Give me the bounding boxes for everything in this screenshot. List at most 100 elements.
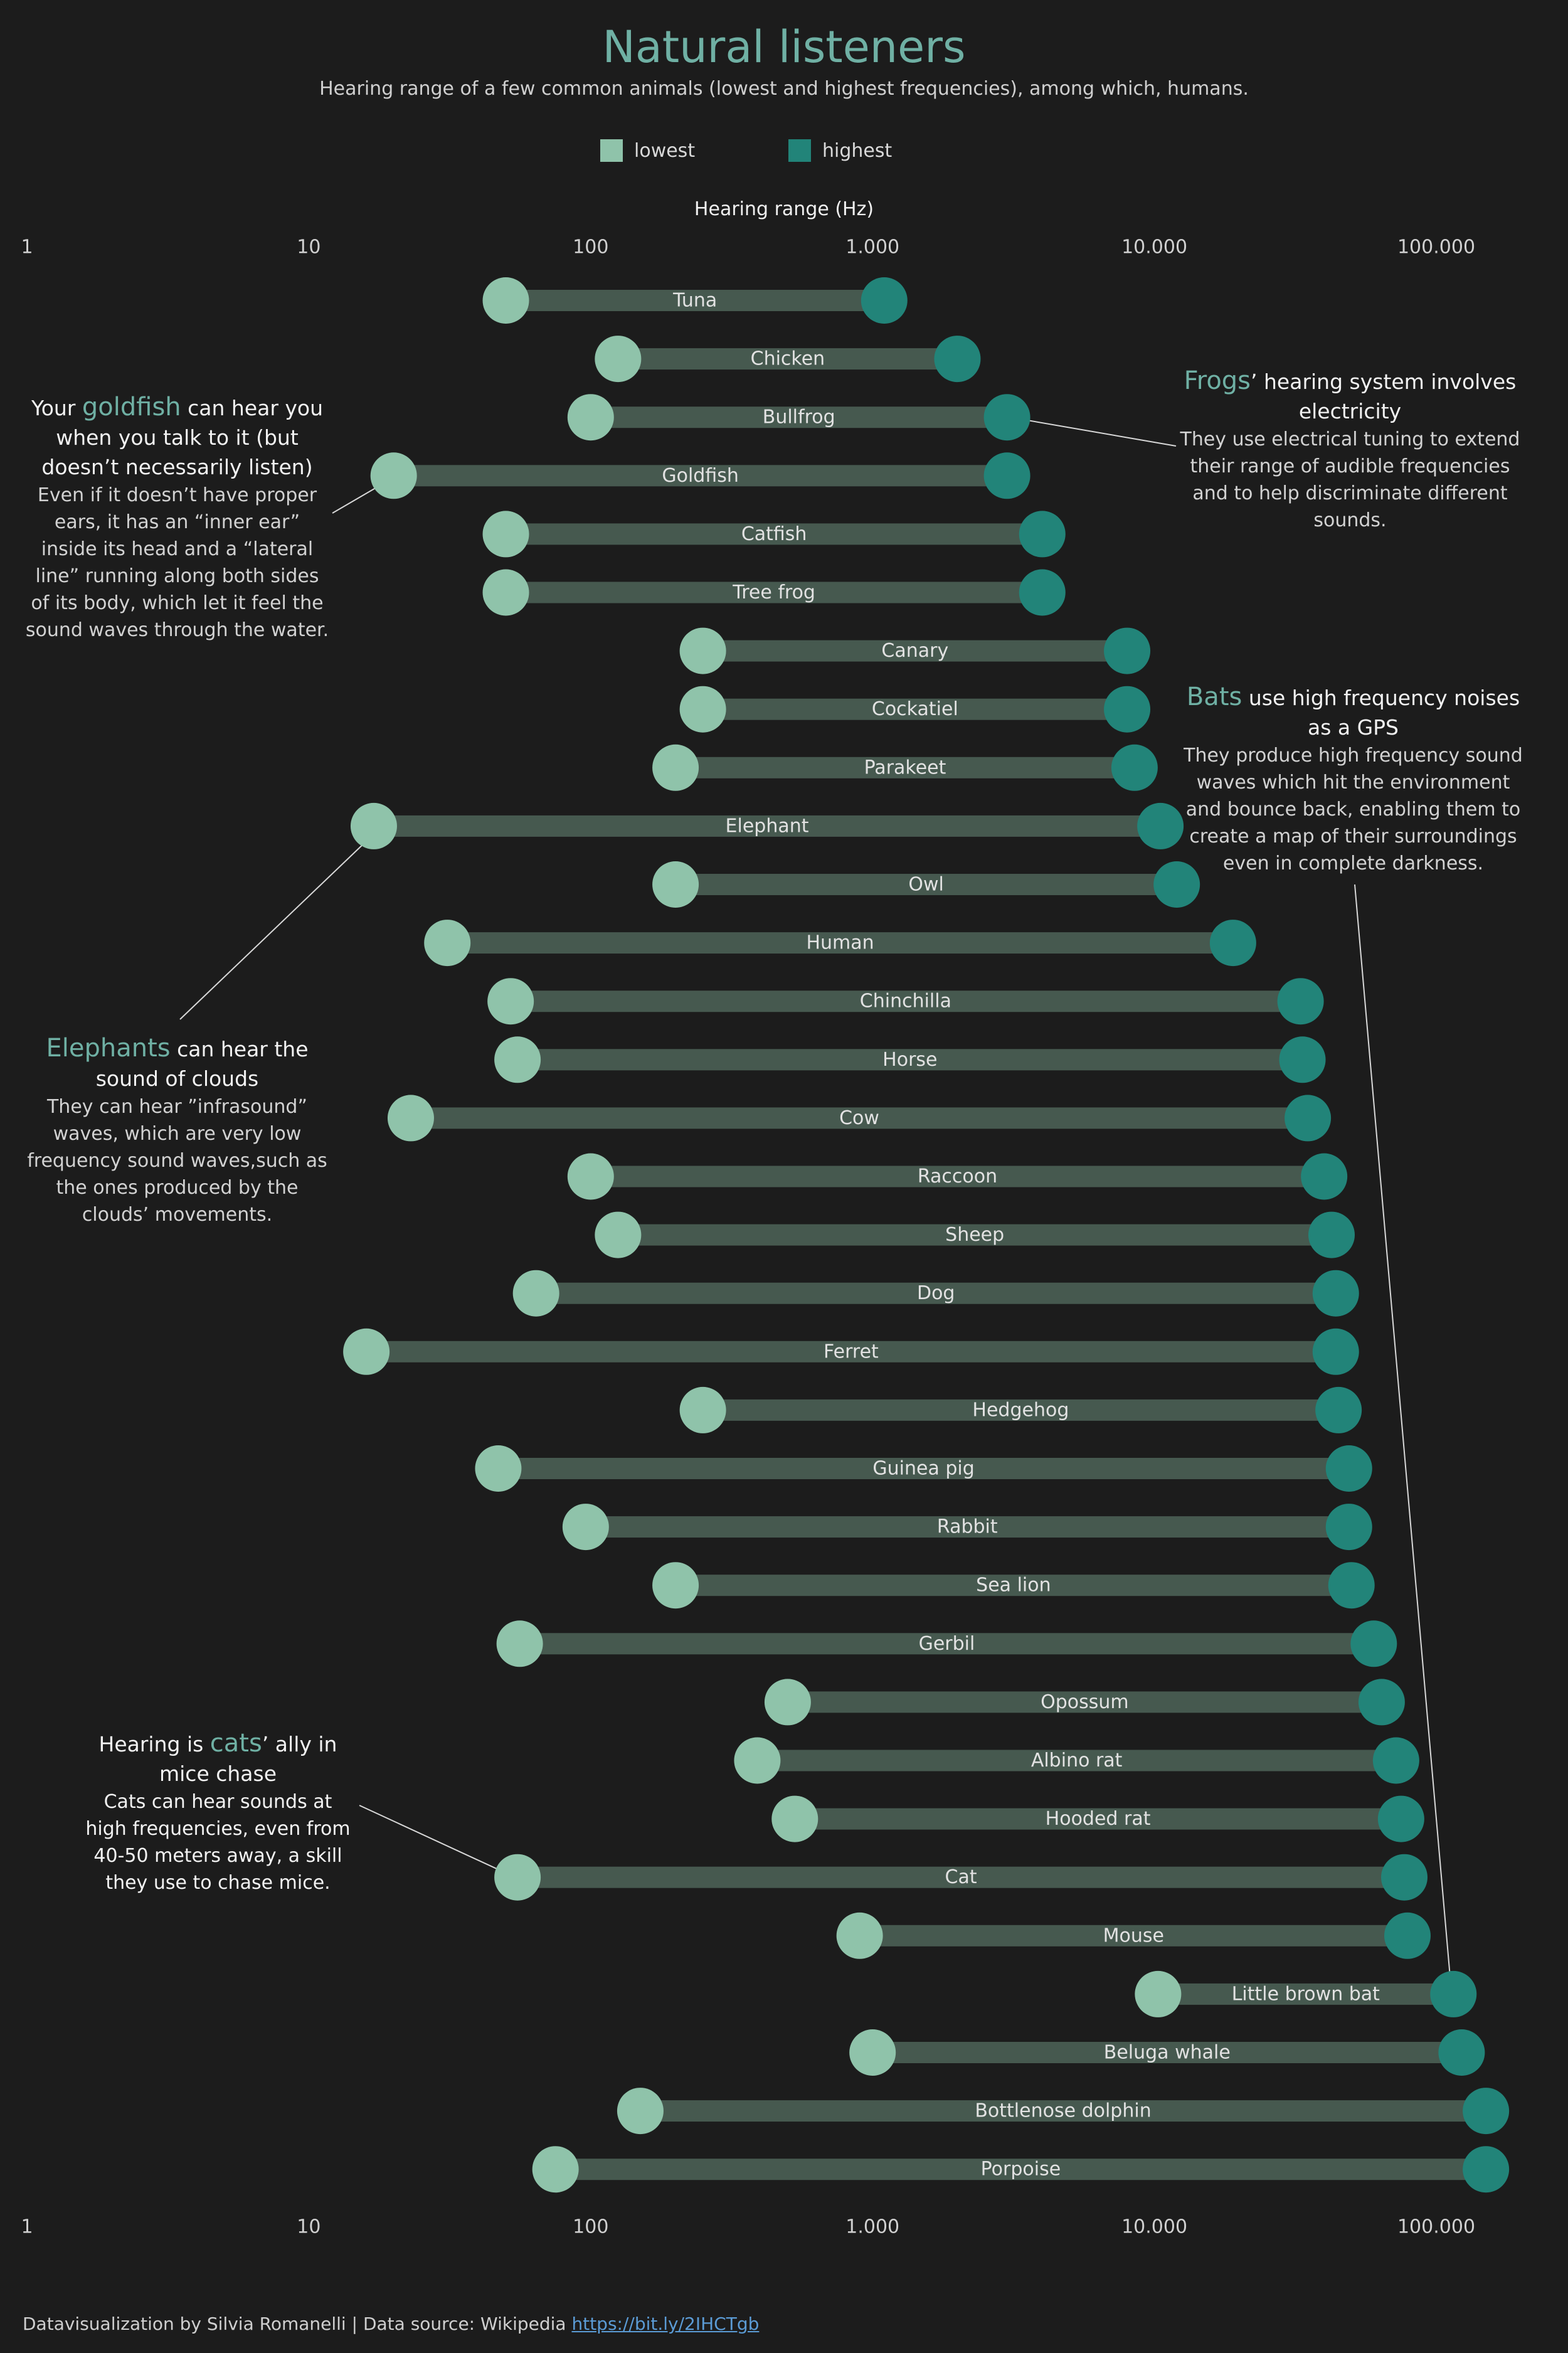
bar-little-brown-bat	[1158, 1983, 1454, 2005]
row-label-hooded-rat: Hooded rat	[1046, 1808, 1151, 1830]
row-label-beluga-whale: Beluga whale	[1104, 2042, 1231, 2064]
annotation-bats-heading: Bats use high frequency noises as a GPS	[1186, 683, 1520, 740]
bar-human	[447, 932, 1233, 954]
lowest-dot-hedgehog	[679, 1386, 726, 1433]
bar-bullfrog	[590, 406, 1007, 428]
highest-dot-mouse	[1384, 1912, 1431, 1959]
row-label-gerbil: Gerbil	[919, 1633, 975, 1655]
lowest-dot-albino-rat	[734, 1737, 781, 1784]
highest-dot-cockatiel	[1104, 686, 1151, 733]
highest-dot-ferret	[1312, 1328, 1359, 1375]
highest-dot-guinea-pig	[1325, 1445, 1372, 1492]
row-label-canary: Canary	[881, 640, 948, 662]
bar-beluga-whale	[872, 2042, 1462, 2063]
highest-dot-porpoise	[1463, 2146, 1510, 2193]
row-label-cockatiel: Cockatiel	[872, 698, 958, 720]
row-label-goldfish: Goldfish	[662, 465, 739, 487]
legend: lowest highest	[0, 139, 1568, 167]
bar-hooded-rat	[795, 1808, 1401, 1830]
highest-dot-goldfish	[983, 452, 1030, 499]
row-label-mouse: Mouse	[1103, 1925, 1164, 1947]
bar-raccoon	[590, 1166, 1325, 1187]
lowest-dot-porpoise	[532, 2146, 579, 2193]
highest-dot-chicken	[934, 336, 981, 383]
bar-cat	[517, 1866, 1404, 1888]
x-tick-label-bottom-5: 100.000	[1397, 2216, 1475, 2238]
bar-sheep	[618, 1224, 1332, 1246]
highest-dot-albino-rat	[1372, 1737, 1419, 1784]
lowest-dot-elephant	[350, 802, 397, 849]
bar-rabbit	[585, 1516, 1349, 1538]
row-label-cat: Cat	[945, 1866, 977, 1888]
bar-tree-frog	[506, 582, 1042, 603]
row-label-chinchilla: Chinchilla	[860, 991, 951, 1012]
row-label-albino-rat: Albino rat	[1031, 1750, 1123, 1771]
lowest-dot-sheep	[595, 1211, 642, 1258]
highest-dot-gerbil	[1350, 1620, 1397, 1667]
annotation-cats-heading: Hearing is cats’ ally in mice chase	[98, 1729, 337, 1786]
lowest-dot-raccoon	[567, 1153, 614, 1200]
lowest-dot-bullfrog	[567, 394, 614, 441]
lowest-dot-mouse	[836, 1912, 883, 1959]
footer-credit: Datavisualization by Silvia Romanelli | …	[23, 2313, 572, 2334]
lowest-dot-canary	[679, 627, 726, 674]
lowest-dot-chinchilla	[487, 978, 534, 1025]
bar-dog	[536, 1282, 1336, 1304]
lowest-dot-cockatiel	[679, 686, 726, 733]
highest-dot-bullfrog	[983, 394, 1030, 441]
annotation-line-elephants	[179, 843, 364, 1020]
lowest-dot-tree-frog	[482, 569, 529, 616]
highest-dot-elephant	[1137, 802, 1184, 849]
bar-horse	[517, 1049, 1303, 1071]
row-label-owl: Owl	[908, 874, 943, 896]
annotation-line-cats	[359, 1805, 497, 1869]
bar-owl	[675, 874, 1177, 895]
highest-dot-tuna	[861, 277, 908, 324]
annotation-line-goldfish	[332, 486, 378, 514]
annotation-elephants-heading: Elephants can hear the sound of clouds	[46, 1034, 309, 1091]
legend-swatch-highest	[788, 139, 811, 162]
row-label-parakeet: Parakeet	[864, 757, 946, 778]
x-tick-label-top-0: 1	[21, 236, 33, 258]
row-label-opossum: Opossum	[1041, 1691, 1129, 1713]
annotation-bats-body: They produce high frequency sound waves …	[1184, 745, 1523, 874]
legend-item-lowest: lowest	[600, 139, 695, 162]
row-label-tuna: Tuna	[672, 290, 717, 312]
row-label-bottlenose-dolphin: Bottlenose dolphin	[975, 2100, 1151, 2122]
x-axis-title: Hearing range (Hz)	[694, 198, 874, 220]
bar-elephant	[373, 815, 1161, 837]
page-subtitle: Hearing range of a few common animals (l…	[319, 78, 1249, 100]
annotation-frogs: Frogs’ hearing system involves electrici…	[1179, 366, 1521, 534]
lowest-dot-sea-lion	[652, 1562, 699, 1609]
legend-label-highest: highest	[822, 139, 893, 162]
legend-item-highest: highest	[788, 139, 892, 162]
bar-cow	[410, 1107, 1308, 1129]
row-label-elephant: Elephant	[726, 815, 809, 837]
lowest-dot-catfish	[482, 511, 529, 558]
lowest-dot-parakeet	[652, 744, 699, 791]
highest-dot-cow	[1285, 1095, 1332, 1142]
lowest-dot-cat	[494, 1854, 541, 1901]
annotation-cats-body: Cats can hear sounds at high frequencies…	[85, 1791, 351, 1894]
highest-dot-canary	[1104, 627, 1151, 674]
annotation-line-frogs	[1024, 419, 1177, 447]
highest-dot-raccoon	[1301, 1153, 1348, 1200]
lowest-dot-bottlenose-dolphin	[617, 2088, 664, 2135]
highest-dot-parakeet	[1111, 744, 1158, 791]
row-label-raccoon: Raccoon	[918, 1166, 997, 1187]
bar-chinchilla	[511, 991, 1301, 1012]
x-tick-label-top-2: 100	[573, 236, 608, 258]
row-label-tree-frog: Tree frog	[732, 582, 815, 603]
source-link[interactable]: https://bit.ly/2IHCTgb	[571, 2313, 760, 2334]
highest-dot-bottlenose-dolphin	[1463, 2088, 1510, 2135]
highest-dot-rabbit	[1325, 1504, 1372, 1551]
annotation-elephants-body: They can hear ”infrasound” waves, which …	[27, 1096, 327, 1226]
annotation-line-bats	[1354, 884, 1451, 1972]
highest-dot-dog	[1312, 1270, 1359, 1317]
bar-porpoise	[555, 2159, 1486, 2180]
bar-canary	[702, 640, 1128, 662]
row-label-rabbit: Rabbit	[937, 1516, 998, 1538]
x-tick-label-bottom-2: 100	[573, 2216, 608, 2238]
highest-dot-hedgehog	[1315, 1386, 1362, 1433]
